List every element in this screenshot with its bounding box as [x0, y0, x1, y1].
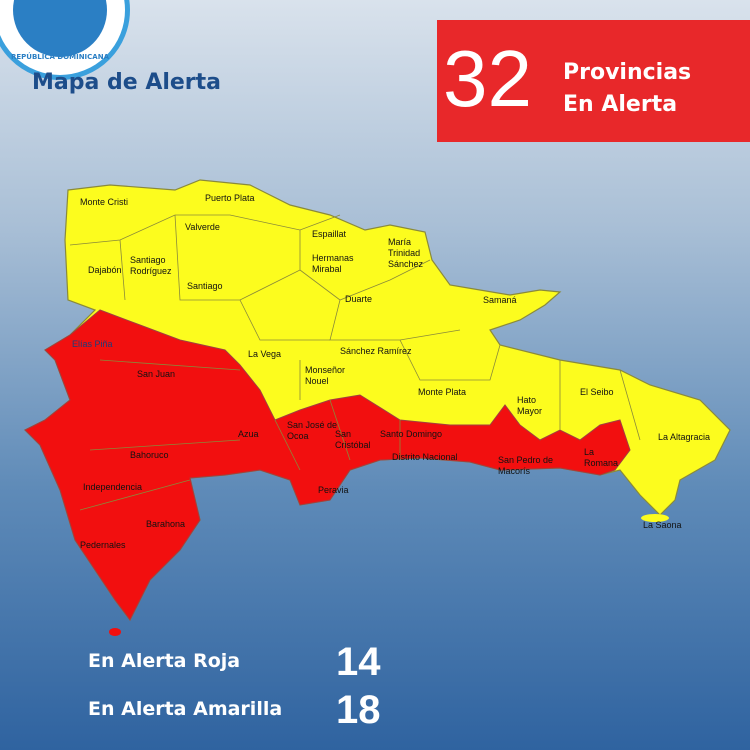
- beata-island: [109, 628, 121, 636]
- yellow-alert-label: En Alerta Amarilla: [88, 698, 283, 720]
- province-label: San Cristóbal: [335, 429, 371, 450]
- page-title: Mapa de Alerta: [32, 70, 222, 95]
- province-label: Distrito Nacional: [392, 452, 458, 462]
- province-label: Dajabón: [88, 265, 122, 275]
- seal-text: REPÚBLICA DOMINICANA: [10, 53, 109, 61]
- province-label: Hato Mayor: [517, 395, 543, 416]
- province-label: La Altagracia: [658, 432, 711, 442]
- province-label: Samaná: [483, 295, 517, 305]
- province-label: Santiago Rodríguez: [130, 255, 172, 276]
- red-alert-region: [24, 309, 631, 621]
- province-label: Duarte: [345, 294, 373, 304]
- province-label: Pedernales: [80, 540, 126, 550]
- province-label: Espaillat: [312, 229, 347, 239]
- province-label: Santiago: [187, 281, 223, 291]
- province-label: Monseñor Nouel: [305, 365, 346, 386]
- alert-count-banner: 32 Provincias En Alerta: [437, 20, 750, 142]
- banner-line-2: En Alerta: [563, 92, 678, 117]
- province-label: Independencia: [83, 482, 143, 492]
- province-label: Azua: [238, 429, 259, 439]
- province-label: La Vega: [248, 349, 282, 359]
- province-label: Bahoruco: [130, 450, 169, 460]
- red-alert-label: En Alerta Roja: [88, 650, 241, 672]
- yellow-alert-count: 18: [336, 688, 381, 732]
- banner-line-1: Provincias: [563, 60, 692, 85]
- red-alert-count: 14: [336, 640, 381, 684]
- province-label: Monte Cristi: [80, 197, 129, 207]
- province-label: Elías Piña: [72, 339, 113, 349]
- province-label: Sánchez Ramírez: [340, 346, 412, 356]
- province-label: La Romana: [584, 447, 619, 468]
- province-label: Peravia: [318, 485, 349, 495]
- province-label: María Trinidad Sánchez: [388, 237, 424, 269]
- province-label: San Pedro de Macorís: [498, 455, 554, 476]
- government-seal-logo: REPÚBLICA DOMINICANA: [0, 0, 130, 80]
- province-label: Hermanas Mirabal: [312, 253, 354, 274]
- province-label: San José de Ocoa: [287, 420, 338, 441]
- province-label: Valverde: [185, 222, 220, 232]
- la-saona-label: La Saona: [643, 520, 682, 530]
- province-label: Santo Domingo: [380, 429, 443, 439]
- la-saona-island: [641, 514, 669, 522]
- alert-count: 32: [443, 34, 532, 123]
- province-borders: [69, 214, 641, 511]
- province-label: San Juan: [137, 369, 176, 379]
- province-label: Barahona: [146, 519, 186, 529]
- province-label: Monte Plata: [418, 387, 467, 397]
- province-label: Puerto Plata: [205, 193, 255, 203]
- province-label: El Seibo: [580, 387, 614, 397]
